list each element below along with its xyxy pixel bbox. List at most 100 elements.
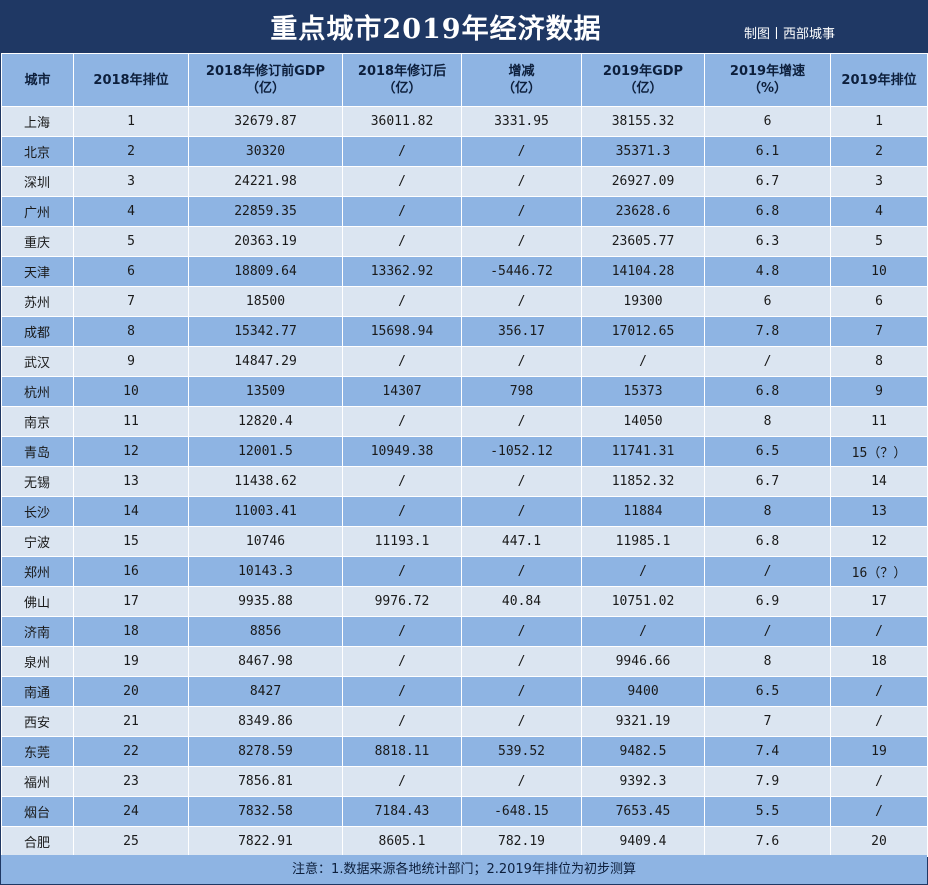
header-unit: （亿） [245,81,285,96]
rank-2019-cell: 3 [830,166,928,197]
table-row: 郑州 16 10143.3// //16（？） [1,556,928,587]
header-gdp-2018-before: 2018年修订前GDP （亿） [188,53,343,107]
header-rank-2018: 2018年排位 [73,53,189,107]
city-cell: 福州 [1,766,74,797]
gdp-2018-before-cell: 15342.77 [188,316,343,347]
gdp-2019-cell: 15373 [581,376,705,407]
growth-2019-cell: 8 [704,496,831,527]
table-row: 广州 4 22859.35//23628.6 6.8 4 [1,196,928,227]
city-cell: 郑州 [1,556,74,587]
gdp-2019-cell: 14050 [581,406,705,437]
rank-2018-cell: 9 [73,346,189,377]
gdp-2019-cell: 35371.3 [581,136,705,167]
growth-2019-cell: / [704,616,831,647]
rank-2019-cell: 9 [830,376,928,407]
credit-label: 制图丨西部城事 [743,27,835,42]
rank-2019-cell: 19 [830,736,928,767]
table-row: 东莞 22 8278.59 8818.11 539.52 9482.5 7.4 19 [1,736,928,767]
rank-2019-cell: 18 [830,646,928,677]
change-cell: 3331.95 [461,106,582,137]
growth-2019-cell: 4.8 [704,256,831,287]
table-row: 南京 11 12820.4//14050 8 11 [1,406,928,437]
gdp-2018-after-cell: 13362.92 [342,256,462,287]
change-cell: / [461,196,582,227]
city-cell: 天津 [1,256,74,287]
city-cell: 东莞 [1,736,74,767]
header-city: 城市 [1,53,74,107]
change-cell: / [461,466,582,497]
header-gdp-2018-after: 2018年修订后 （亿） [342,53,462,107]
header-label: 2019年增速 [729,64,806,79]
table-row: 福州 23 7856.81//9392.3 7.9/ [1,766,928,797]
header-unit: （%） [747,81,788,96]
gdp-2018-after-cell: / [342,766,462,797]
change-cell: 40.84 [461,586,582,617]
growth-2019-cell: 7.4 [704,736,831,767]
table-row: 深圳 3 24221.98//26927.09 6.7 3 [1,166,928,197]
city-cell: 长沙 [1,496,74,527]
growth-2019-cell: 5.5 [704,796,831,827]
rank-2019-cell: 5 [830,226,928,257]
gdp-2018-before-cell: 7832.58 [188,796,343,827]
city-cell: 烟台 [1,796,74,827]
growth-2019-cell: 6.9 [704,586,831,617]
change-cell: / [461,406,582,437]
rank-2019-cell: 12 [830,526,928,557]
gdp-2018-after-cell: / [342,346,462,377]
rank-2018-cell: 5 [73,226,189,257]
header-label: 城市 [24,72,51,88]
gdp-2018-before-cell: 13509 [188,376,343,407]
growth-2019-cell: 6 [704,286,831,317]
header-label: 2019年GDP [602,64,684,79]
table-row: 杭州 10 13509 14307 798 15373 6.8 9 [1,376,928,407]
change-cell: -5446.72 [461,256,582,287]
change-cell: / [461,676,582,707]
rank-2019-cell: 4 [830,196,928,227]
table-row: 济南 18 8856// / / / [1,616,928,647]
gdp-2018-before-cell: 8467.98 [188,646,343,677]
gdp-2019-cell: 11985.1 [581,526,705,557]
growth-2019-cell: 7.8 [704,316,831,347]
rank-2018-cell: 10 [73,376,189,407]
rank-2019-cell: / [830,616,928,647]
city-cell: 武汉 [1,346,74,377]
change-cell: / [461,646,582,677]
growth-2019-cell: 6 [704,106,831,137]
rank-2019-cell: 15（？） [830,436,928,467]
change-cell: 356.17 [461,316,582,347]
gdp-2018-before-cell: 7856.81 [188,766,343,797]
gdp-2019-cell: 9400 [581,676,705,707]
city-cell: 南通 [1,676,74,707]
gdp-2018-after-cell: 14307 [342,376,462,407]
gdp-2018-after-cell: 8605.1 [342,826,462,857]
rank-2018-cell: 1 [73,106,189,137]
growth-2019-cell: 7 [704,706,831,737]
rank-2018-cell: 23 [73,766,189,797]
header-growth-2019: 2019年增速 （%） [704,53,831,107]
rank-2018-cell: 11 [73,406,189,437]
gdp-2018-before-cell: 9935.88 [188,586,343,617]
rank-2019-cell: 6 [830,286,928,317]
gdp-2018-after-cell: 36011.82 [342,106,462,137]
gdp-2019-cell: 38155.32 [581,106,705,137]
gdp-2018-after-cell: / [342,676,462,707]
rank-2018-cell: 8 [73,316,189,347]
table-row: 南通 20 8427//9400 6.5/ [1,676,928,707]
gdp-2018-before-cell: 8856 [188,616,343,647]
growth-2019-cell: 8 [704,406,831,437]
growth-2019-cell: / [704,346,831,377]
gdp-2019-cell: / [581,616,705,647]
gdp-2019-cell: 10751.02 [581,586,705,617]
header-label: 2018年修订前GDP [205,64,326,79]
growth-2019-cell: 6.5 [704,676,831,707]
gdp-2018-after-cell: 7184.43 [342,796,462,827]
growth-2019-cell: 8 [704,646,831,677]
rank-2018-cell: 24 [73,796,189,827]
growth-2019-cell: 6.3 [704,226,831,257]
gdp-2018-before-cell: 10143.3 [188,556,343,587]
gdp-2019-cell: / [581,556,705,587]
change-cell: -648.15 [461,796,582,827]
gdp-2018-after-cell: / [342,646,462,677]
gdp-2018-after-cell: / [342,496,462,527]
table-row: 西安 21 8349.86//9321.19 7/ [1,706,928,737]
